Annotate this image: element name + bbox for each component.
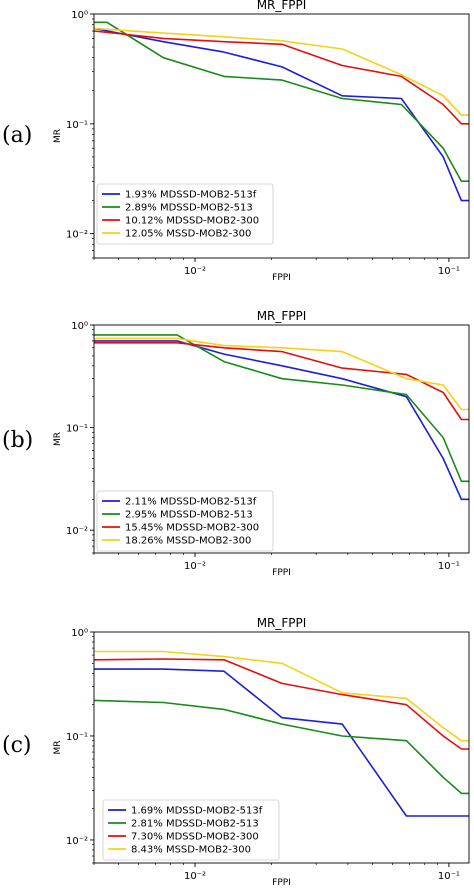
y-tick-label: 10⁰ — [71, 321, 88, 332]
series-line-yellow — [94, 650, 469, 742]
x-axis-label: FPPI — [272, 878, 291, 888]
series-line-green — [94, 21, 469, 182]
panel-label: (a) — [2, 123, 32, 148]
x-tick-label: 10⁻¹ — [438, 266, 460, 277]
legend-entry-yellow: 12.05% MSSD-MOB2-300 — [125, 229, 251, 240]
y-axis-label: MR — [53, 129, 63, 143]
series-line-yellow — [94, 337, 469, 411]
legend-entry-green: 2.89% MDSSD-MOB2-513 — [125, 203, 253, 214]
y-tick-label: 10⁻² — [66, 526, 88, 537]
x-tick-label: 10⁻¹ — [438, 561, 460, 572]
legend-entry-green: 2.81% MDSSD-MOB2-513 — [131, 819, 259, 830]
legend: 1.69% MDSSD-MOB2-513f 2.81% MDSSD-MOB2-51… — [102, 799, 280, 861]
y-tick-label: 10⁻² — [66, 230, 88, 241]
chart-panel-2: (b) MR_FPPI 10⁰ 10⁻¹ 10⁻² 10⁻² 10⁻¹ FPPI MR 2.11%… — [2, 309, 470, 578]
legend: 1.93% MDSSD-MOB2-513f 2.89% MDSSD-MOB2-51… — [96, 183, 274, 245]
series-line-blue — [94, 668, 469, 817]
chart-panel-3: (c) MR_FPPI 10⁰ 10⁻¹ 10⁻² 10⁻² 10⁻¹ FPPI MR 1.69%… — [2, 616, 470, 888]
series-line-blue — [94, 27, 469, 202]
legend-entry-yellow: 18.26% MSSD-MOB2-300 — [125, 536, 251, 547]
y-tick-label: 10⁻¹ — [66, 732, 88, 743]
x-axis-label: FPPI — [272, 273, 291, 283]
series-line-blue — [94, 340, 469, 501]
y-tick-label: 10⁰ — [71, 628, 88, 639]
y-tick-label: 10⁻¹ — [66, 120, 88, 131]
series-line-yellow — [94, 27, 469, 116]
y-tick-label: 10⁰ — [71, 10, 88, 21]
plot-frame — [93, 13, 470, 259]
legend: 2.11% MDSSD-MOB2-513f 2.95% MDSSD-MOB2-51… — [96, 490, 274, 552]
y-tick-label: 10⁻¹ — [66, 424, 88, 435]
x-axis-label: FPPI — [272, 568, 291, 578]
legend-entry-blue: 1.69% MDSSD-MOB2-513f — [131, 806, 263, 817]
plot-frame — [93, 324, 470, 554]
series-line-green — [94, 699, 469, 795]
x-tick-label: 10⁻¹ — [438, 871, 460, 882]
legend-box — [102, 799, 280, 861]
legend-entry-red: 10.12% MDSSD-MOB2-300 — [125, 216, 259, 227]
chart-title: MR_FPPI — [257, 309, 307, 323]
x-tick-label: 10⁻² — [184, 871, 206, 882]
panel-label: (b) — [2, 428, 33, 453]
plot-frame — [93, 631, 470, 864]
y-tick-label: 10⁻² — [66, 836, 88, 847]
legend-box — [96, 490, 274, 552]
legend-entry-blue: 1.93% MDSSD-MOB2-513f — [125, 190, 257, 201]
chart-title: MR_FPPI — [257, 0, 307, 12]
legend-entry-blue: 2.11% MDSSD-MOB2-513f — [125, 497, 257, 508]
x-tick-label: 10⁻² — [184, 561, 206, 572]
legend-entry-red: 15.45% MDSSD-MOB2-300 — [125, 523, 259, 534]
series-line-red — [94, 341, 469, 421]
chart-panel-1: (a) MR_FPPI 10⁰ 10⁻¹ 10⁻² 10⁻² 10⁻¹ FPPI MR 1.93%… — [2, 0, 470, 283]
y-axis-label: MR — [53, 740, 63, 754]
series-group — [94, 334, 469, 501]
legend-entry-yellow: 8.43% MSSD-MOB2-300 — [131, 845, 251, 856]
x-tick-label: 10⁻² — [184, 266, 206, 277]
y-axis-label: MR — [53, 432, 63, 446]
legend-entry-green: 2.95% MDSSD-MOB2-513 — [125, 510, 253, 521]
series-group — [94, 650, 469, 817]
legend-entry-red: 7.30% MDSSD-MOB2-300 — [131, 832, 259, 843]
series-line-red — [94, 30, 469, 125]
legend-box — [96, 183, 274, 245]
series-group — [94, 21, 469, 202]
series-line-red — [94, 658, 469, 750]
panel-label: (c) — [2, 733, 32, 758]
chart-title: MR_FPPI — [257, 616, 307, 630]
